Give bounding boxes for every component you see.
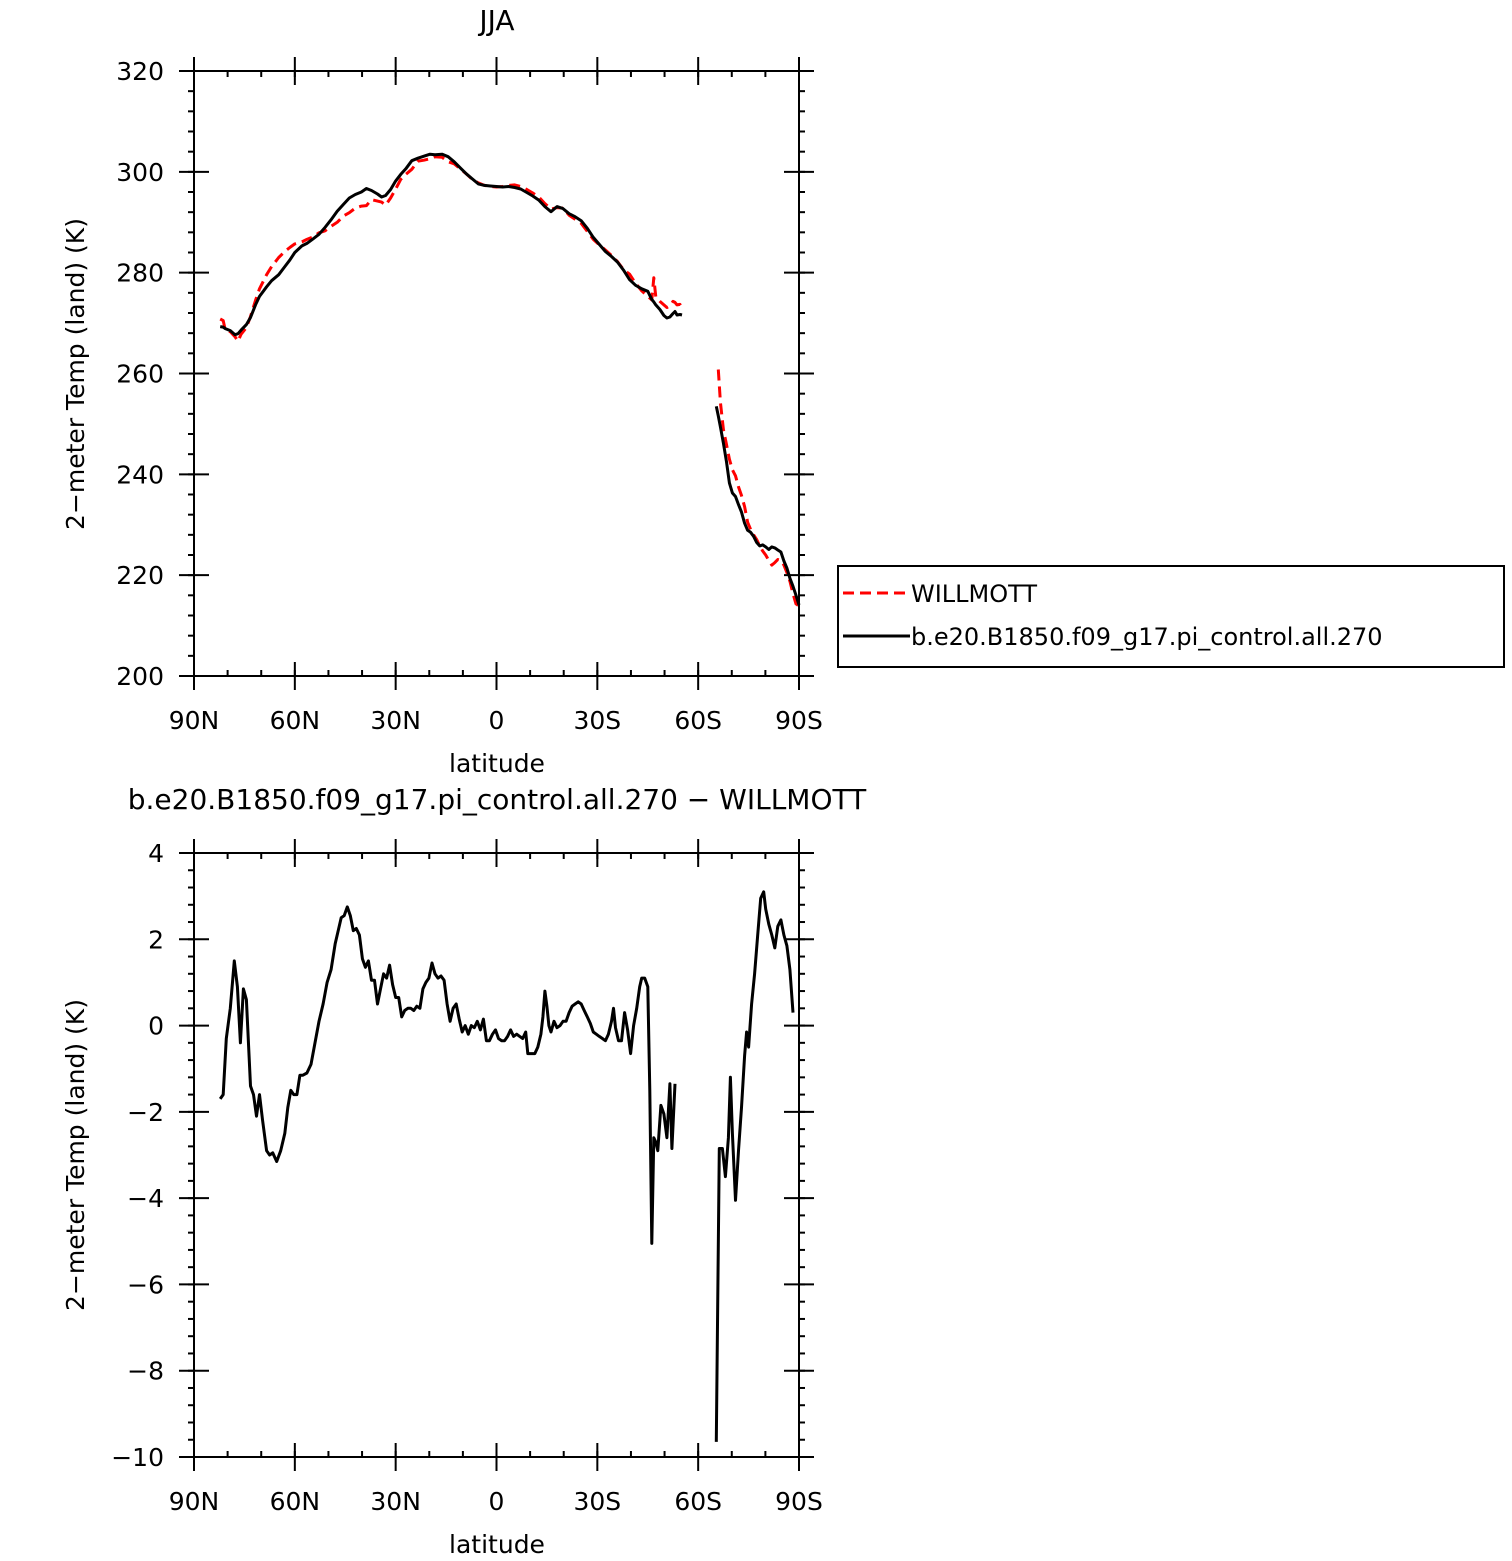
top-x-tick-label: 60S bbox=[674, 706, 722, 735]
top-y-tick-label: 280 bbox=[116, 259, 164, 288]
bottom-x-tick-label: 90N bbox=[169, 1487, 220, 1516]
bottom-x-tick-label: 30N bbox=[370, 1487, 421, 1516]
bottom-y-tick-label: −2 bbox=[127, 1098, 164, 1127]
bottom-panel: b.e20.B1850.f09_g17.pi_control.all.270 −… bbox=[61, 783, 867, 1559]
top-x-tick-label: 30N bbox=[370, 706, 421, 735]
legend-label-model: b.e20.B1850.f09_g17.pi_control.all.270 bbox=[911, 623, 1383, 651]
top-y-tick-label: 200 bbox=[116, 662, 164, 691]
bottom-y-tick-label: −10 bbox=[111, 1443, 164, 1472]
top-series-lines bbox=[219, 152, 801, 608]
bottom-y-tick-label: 4 bbox=[148, 839, 164, 868]
bottom-y-tick-label: −8 bbox=[127, 1357, 164, 1386]
top-x-tick-label: 90S bbox=[775, 706, 823, 735]
bottom-y-tick-label: −4 bbox=[127, 1184, 164, 1213]
top-x-tick-label: 60N bbox=[270, 706, 321, 735]
bottom-series-0-segment-1 bbox=[714, 890, 795, 1442]
bottom-axes: 90N 60N 30N 0 30S 60S 90S 4 2 0 −2 −4 −6 −8 −10 bbox=[111, 839, 823, 1516]
top-series-1-segment-0 bbox=[219, 152, 683, 337]
top-axes: 90N 60N 30N 0 30S 60S 90S 320 300 280 260 240 220 200 bbox=[116, 57, 823, 735]
bottom-x-tick-label: 60N bbox=[270, 1487, 321, 1516]
bottom-series-lines bbox=[218, 890, 795, 1442]
bottom-x-tick-label: 90S bbox=[775, 1487, 823, 1516]
top-x-axis-title: latitude bbox=[449, 749, 545, 778]
bottom-x-axis-title: latitude bbox=[449, 1530, 545, 1559]
bottom-x-tick-label: 60S bbox=[674, 1487, 722, 1516]
bottom-y-tick-label: 0 bbox=[148, 1012, 164, 1041]
bottom-x-tick-label: 0 bbox=[489, 1487, 505, 1516]
legend: WILLMOTT b.e20.B1850.f09_g17.pi_control.… bbox=[837, 565, 1505, 668]
top-y-tick-label: 320 bbox=[116, 57, 164, 86]
bottom-y-axis-title: 2−meter Temp (land) (K) bbox=[61, 999, 90, 1311]
top-y-tick-label: 220 bbox=[116, 561, 164, 590]
bottom-x-tick-label: 30S bbox=[573, 1487, 621, 1516]
top-x-tick-label: 90N bbox=[169, 706, 220, 735]
bottom-y-tick-label: −6 bbox=[127, 1270, 164, 1299]
top-y-axis-title: 2−meter Temp (land) (K) bbox=[61, 218, 90, 530]
top-series-1-segment-1 bbox=[714, 405, 801, 606]
top-plot-title: JJA bbox=[477, 4, 514, 37]
top-y-tick-label: 260 bbox=[116, 360, 164, 389]
top-x-tick-label: 30S bbox=[573, 706, 621, 735]
top-y-tick-label: 240 bbox=[116, 460, 164, 489]
legend-box bbox=[837, 565, 1505, 668]
bottom-plot-title: b.e20.B1850.f09_g17.pi_control.all.270 −… bbox=[128, 783, 867, 816]
bottom-series-0-segment-0 bbox=[218, 905, 677, 1245]
legend-label-willmott: WILLMOTT bbox=[911, 580, 1037, 608]
top-x-tick-label: 0 bbox=[489, 706, 505, 735]
top-panel: JJA 90N 60N 30N 0 30S 60S 90S 320 300 280 260 240 22… bbox=[61, 4, 823, 778]
top-y-tick-label: 300 bbox=[116, 158, 164, 187]
bottom-y-tick-label: 2 bbox=[148, 925, 164, 954]
